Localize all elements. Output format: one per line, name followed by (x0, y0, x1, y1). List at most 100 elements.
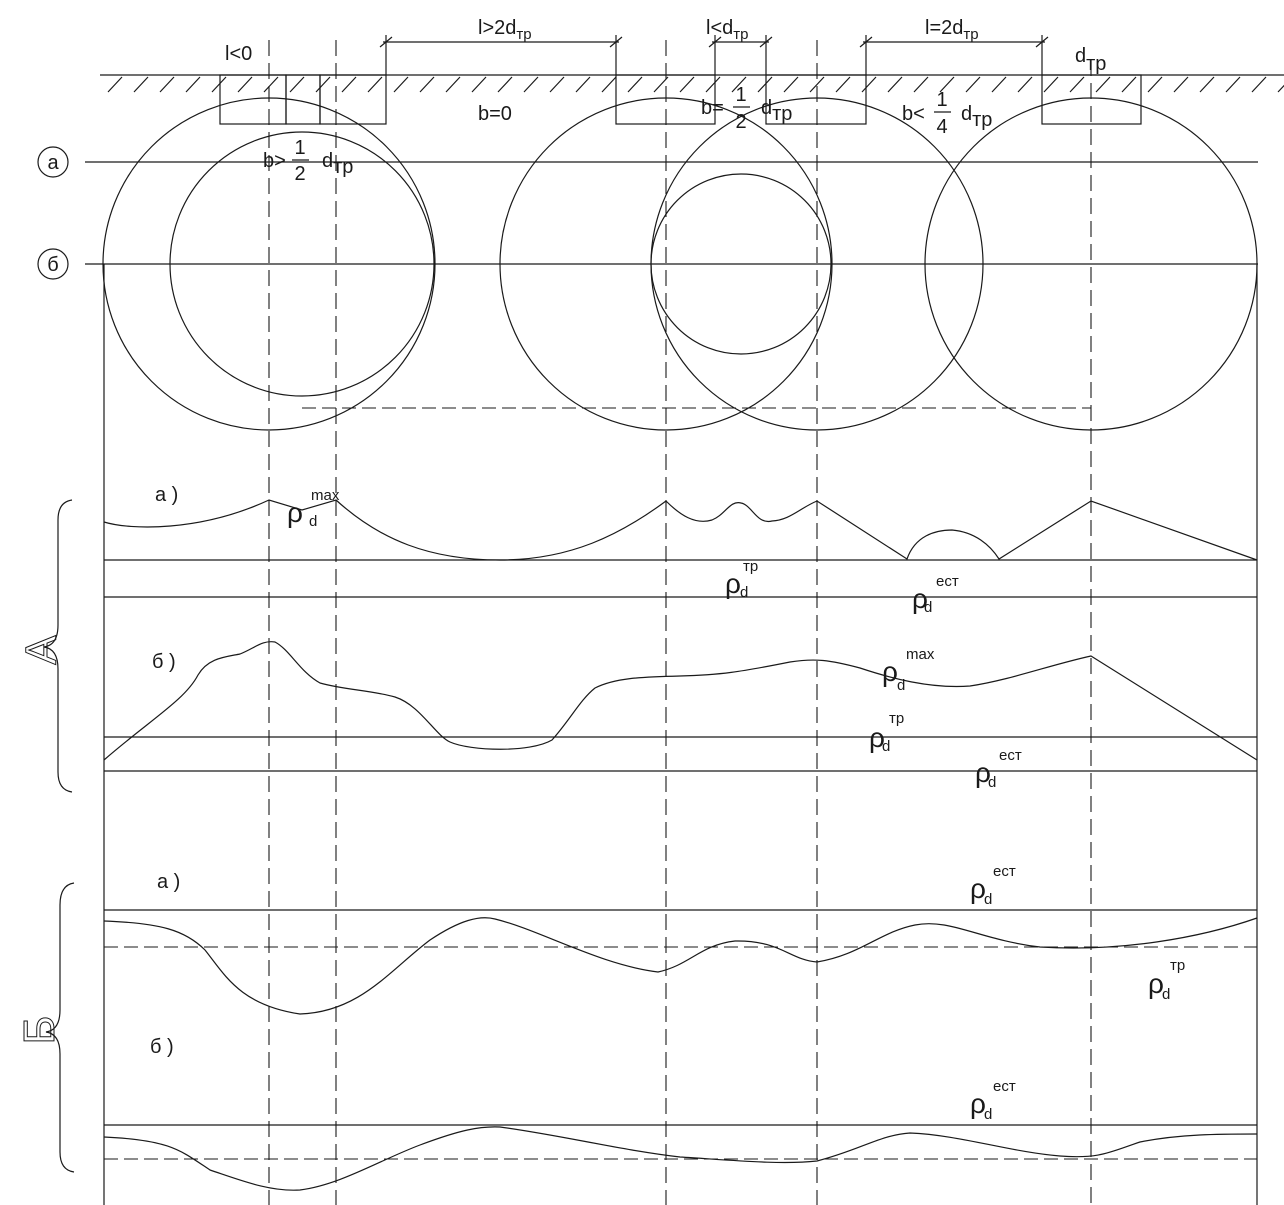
label-l-negative: l<0 (225, 43, 252, 65)
hatch-stroke (809, 76, 825, 93)
hatch-stroke (627, 76, 643, 93)
svg-text:dтр: dтр (322, 150, 353, 178)
hatch-stroke (341, 76, 357, 93)
section-A-label: А (17, 635, 66, 665)
hatch-stroke (1069, 76, 1085, 93)
svg-text:тр: тр (743, 558, 758, 575)
svg-text:ρ: ρ (1148, 968, 1164, 999)
hatch-stroke (861, 76, 877, 93)
curve-A-a (103, 499, 1258, 561)
rho-d-max-A-a: ρ max d (287, 487, 340, 530)
curve-B-b (103, 1126, 1258, 1191)
rho-d-est-A-a: ρ ест d (912, 573, 959, 616)
svg-text:ρ: ρ (869, 722, 885, 753)
svg-text:тр: тр (1170, 957, 1185, 974)
hatch-stroke (1173, 76, 1189, 93)
label-d-tr: dтр (1075, 45, 1106, 75)
section-B-sub-b: б ) (150, 1036, 174, 1058)
curve-A-b (103, 641, 1258, 761)
section-B: Б а ) б ) (15, 871, 1258, 1191)
svg-text:ρ: ρ (882, 656, 898, 687)
svg-text:d: d (309, 513, 317, 530)
hatch-stroke (1251, 76, 1267, 93)
hatch-stroke (991, 76, 1007, 93)
svg-text:ρ: ρ (912, 583, 928, 614)
svg-text:d: d (988, 774, 996, 791)
rho-d-est-A-b: ρ ест d (975, 747, 1022, 791)
pile-3 (319, 74, 387, 125)
section-B-label: Б (15, 1016, 64, 1045)
svg-text:b<: b< (902, 103, 925, 125)
svg-text:тр: тр (889, 710, 904, 727)
level-label-a: а (47, 152, 59, 174)
svg-text:2: 2 (735, 111, 746, 133)
compaction-zone-2 (169, 131, 435, 397)
hatch-stroke (497, 76, 513, 93)
svg-text:ест: ест (993, 1078, 1016, 1095)
hatch-stroke (679, 76, 695, 93)
section-B-brace (45, 882, 75, 1173)
label-l-eq-2d: l=2dтр (925, 17, 979, 43)
label-b-gt-half-d: b> 1 2 dтр (263, 137, 353, 185)
svg-text:ρ: ρ (975, 757, 991, 788)
hatch-stroke (1043, 76, 1059, 93)
rho-d-tr-A-a: ρ тр d (725, 558, 758, 601)
hatch-stroke (367, 76, 383, 93)
svg-text:1: 1 (735, 84, 746, 106)
hatch-stroke (237, 76, 253, 93)
svg-text:d: d (740, 584, 748, 601)
label-b-lt-quarter-d: b< 1 4 dтр (902, 89, 992, 138)
hatch-stroke (1095, 76, 1111, 93)
hatch-stroke (185, 76, 201, 93)
hatch-stroke (705, 76, 721, 93)
rho-d-tr-A-b: ρ тр d (869, 710, 904, 755)
svg-text:1: 1 (936, 89, 947, 111)
pile-axis-lines (268, 40, 1092, 1205)
piles (219, 74, 1142, 125)
hatch-stroke (887, 76, 903, 93)
hatch-stroke (965, 76, 981, 93)
svg-text:1: 1 (294, 137, 305, 159)
svg-text:dтр: dтр (961, 103, 992, 131)
hatch-stroke (523, 76, 539, 93)
hatch-stroke (939, 76, 955, 93)
svg-text:d: d (1162, 986, 1170, 1003)
hatch-stroke (731, 76, 747, 93)
section-B-sub-a: а ) (157, 871, 180, 893)
hatch-stroke (445, 76, 461, 93)
hatch-stroke (211, 76, 227, 93)
hatch-stroke (1121, 76, 1137, 93)
svg-text:d: d (897, 677, 905, 694)
pile-1 (219, 74, 287, 125)
svg-text:4: 4 (936, 116, 947, 138)
svg-text:2: 2 (294, 163, 305, 185)
hatch-stroke (133, 76, 149, 93)
ground-hatching (107, 76, 1284, 93)
rho-d-tr-B-a: ρ тр d (1148, 957, 1185, 1003)
hatch-stroke (757, 76, 773, 93)
hatch-stroke (419, 76, 435, 93)
hatch-stroke (549, 76, 565, 93)
hatch-stroke (783, 76, 799, 93)
level-label-b: б (47, 254, 58, 276)
svg-text:max: max (311, 487, 340, 504)
section-A-sub-b: б ) (152, 651, 176, 673)
hatch-stroke (107, 76, 123, 93)
svg-text:ρ: ρ (970, 1088, 986, 1119)
pile-5 (765, 74, 867, 125)
hatch-stroke (575, 76, 591, 93)
svg-text:d: d (984, 1106, 992, 1123)
hatch-stroke (393, 76, 409, 93)
svg-text:b>: b> (263, 150, 286, 172)
label-b-eq-half-d: b= 1 2 dтр (701, 84, 792, 133)
label-l-gt-2d: l>2dтр (478, 17, 532, 43)
svg-text:dтр: dтр (761, 97, 792, 125)
section-A-brace (43, 499, 73, 793)
svg-text:d: d (984, 891, 992, 908)
svg-text:ест: ест (936, 573, 959, 590)
svg-text:ρ: ρ (970, 873, 986, 904)
hatch-stroke (1147, 76, 1163, 93)
hatch-stroke (835, 76, 851, 93)
rho-d-est-B-b: ρ ест d (970, 1078, 1016, 1123)
hatch-stroke (1277, 84, 1284, 93)
